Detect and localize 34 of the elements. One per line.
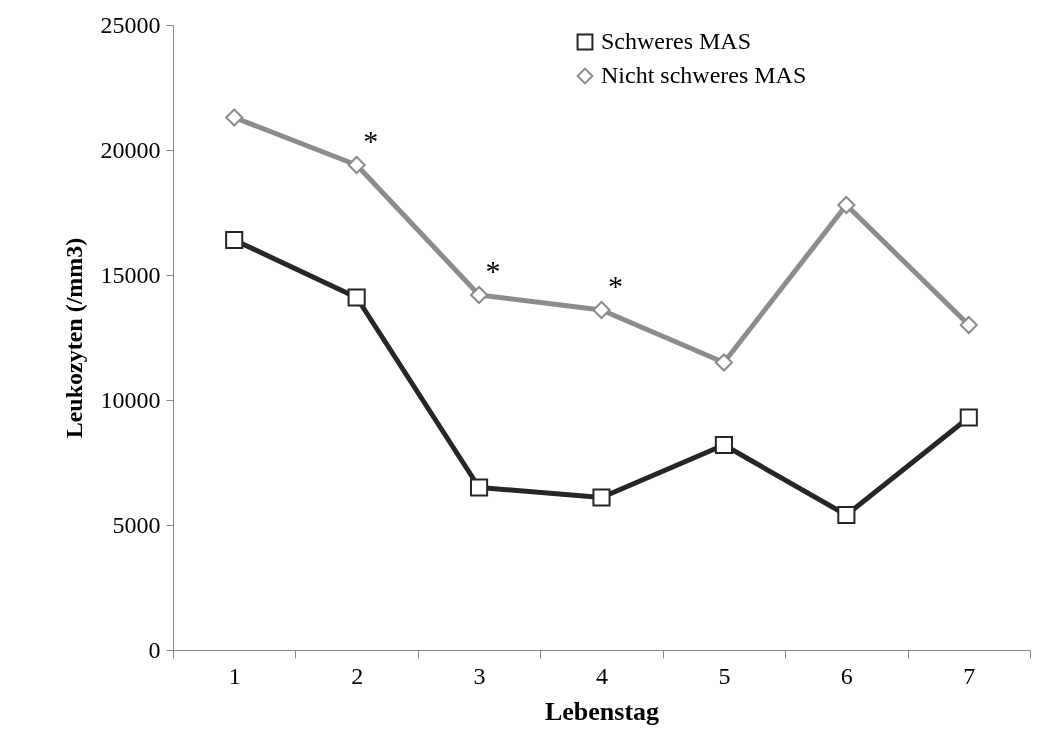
point	[347, 155, 366, 175]
x-tick-label: 5	[718, 662, 731, 689]
y-tick-label: 25000	[100, 11, 161, 38]
y-tick-label: 0	[148, 636, 161, 663]
point	[959, 408, 978, 427]
point	[592, 300, 611, 320]
point	[225, 108, 244, 127]
point	[837, 505, 856, 525]
point	[837, 195, 856, 215]
x-tick-label: 3	[473, 662, 486, 689]
y-tick-label: 15000	[100, 261, 161, 288]
point	[225, 230, 244, 250]
legend-label: Schweres MAS	[601, 28, 751, 54]
x-tick-label: 6	[840, 662, 853, 689]
x-axis-title: Lebenstag	[544, 696, 660, 726]
annotation: *	[363, 124, 379, 157]
annotation: *	[485, 254, 501, 287]
annotation: *	[608, 269, 623, 302]
y-tick-label: 5000	[112, 511, 161, 538]
point	[347, 288, 366, 307]
point	[959, 315, 978, 335]
x-tick-label: 1	[228, 662, 241, 689]
point	[592, 488, 611, 507]
point	[470, 478, 489, 497]
point	[714, 353, 733, 372]
x-tick-label: 4	[596, 662, 608, 689]
x-tick-label: 7	[963, 662, 976, 689]
y-tick-label: 20000	[100, 136, 161, 163]
point	[714, 435, 733, 455]
y-axis-title: Leukozyten (/mm3)	[60, 237, 87, 439]
x-tick-label: 2	[351, 662, 364, 689]
legend-label: Nicht schweres MAS	[601, 62, 807, 88]
point	[470, 285, 489, 305]
y-tick-label: 10000	[100, 386, 161, 413]
